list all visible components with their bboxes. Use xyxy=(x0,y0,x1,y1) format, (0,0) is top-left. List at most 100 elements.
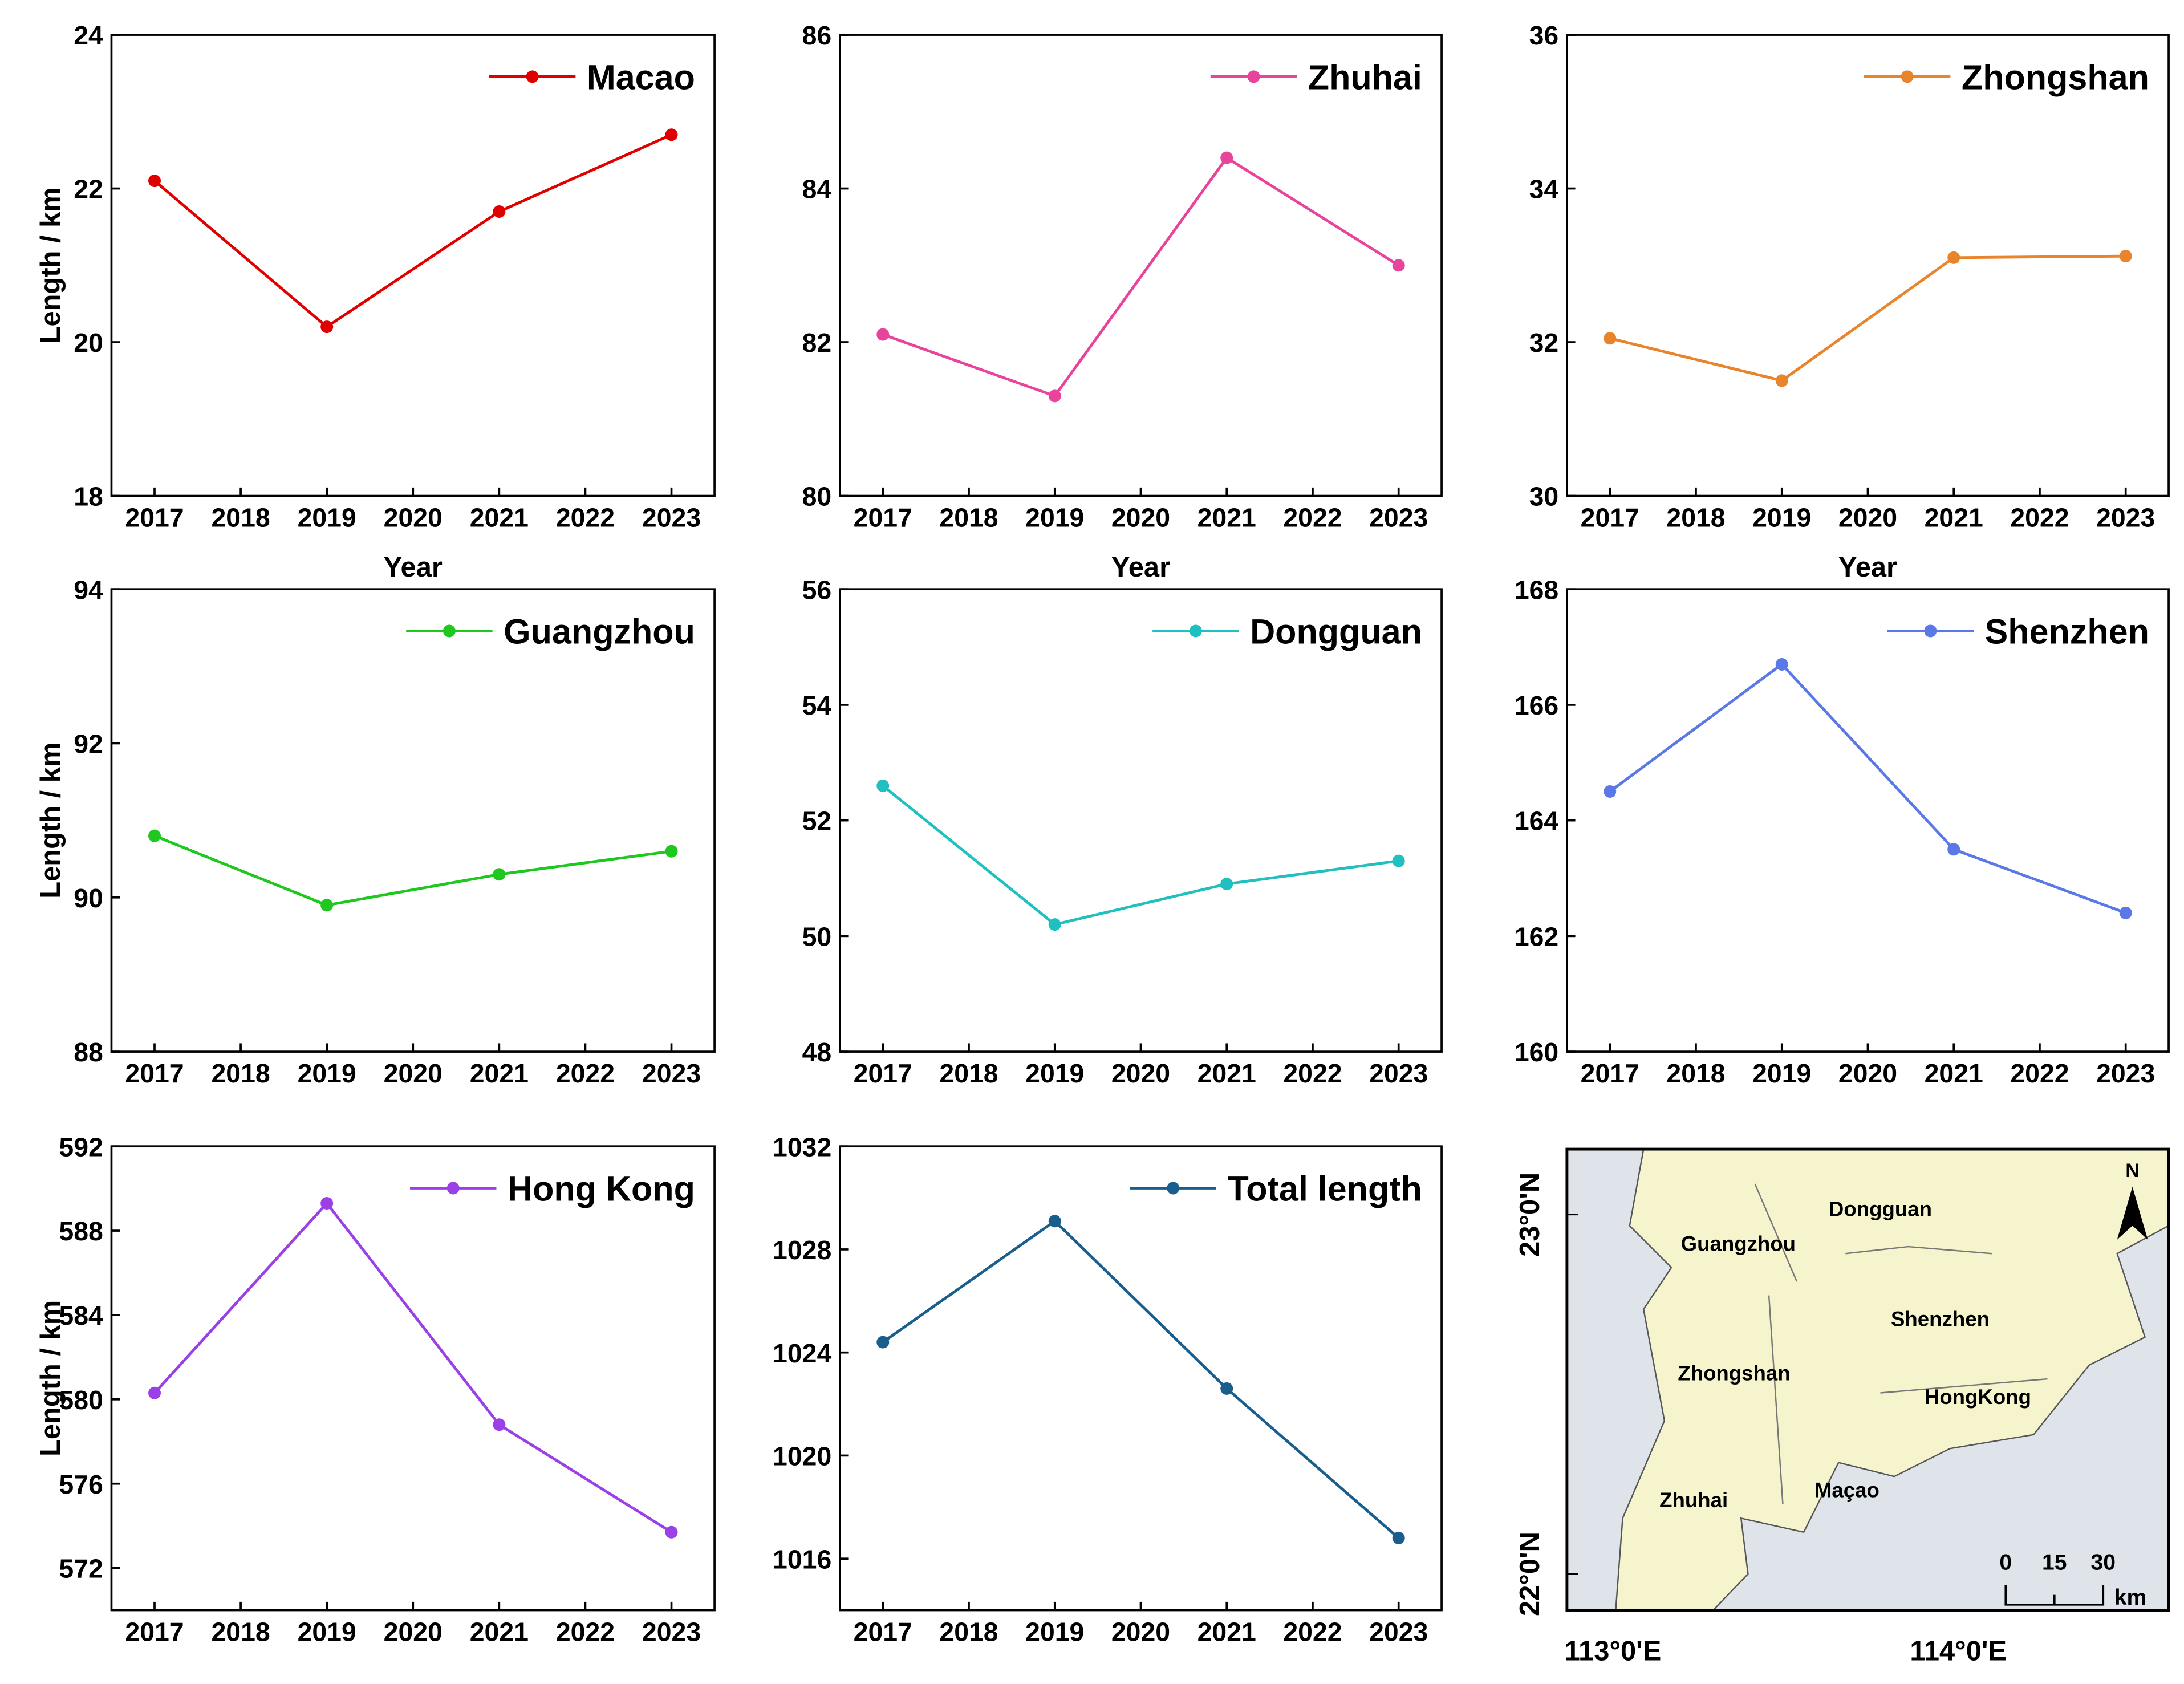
x-axis-label: Year xyxy=(1111,552,1170,583)
data-point xyxy=(665,1525,678,1539)
x-tick-label: 2017 xyxy=(1581,502,1639,532)
legend-marker xyxy=(526,70,539,83)
y-axis-label: Length / km xyxy=(35,742,66,899)
x-tick-label: 2021 xyxy=(1197,1617,1256,1646)
series-line xyxy=(1609,254,2126,383)
y-tick-label: 22 xyxy=(74,175,103,204)
legend-label: Zhongshan xyxy=(1962,58,2149,96)
map-city-label: HongKong xyxy=(1925,1385,2031,1409)
x-tick-label: 2023 xyxy=(1369,502,1428,532)
north-label: N xyxy=(2125,1160,2140,1182)
data-point xyxy=(665,128,678,141)
plot-frame xyxy=(839,1145,1443,1612)
data-point xyxy=(665,845,678,858)
data-point xyxy=(1604,332,1617,345)
map-frame xyxy=(1565,1147,2170,1612)
map-land xyxy=(1615,1148,2170,1611)
data-point xyxy=(1604,785,1617,798)
x-tick-label: 2020 xyxy=(384,502,443,532)
y-tick-label: 580 xyxy=(59,1385,103,1415)
legend-label: Zhuhai xyxy=(1308,58,1422,96)
x-tick-label: 2017 xyxy=(1581,1058,1639,1088)
lat-label: 22°0'N xyxy=(1515,1532,1545,1616)
legend-label: Guangzhou xyxy=(504,612,695,651)
map: Dongguan Guangzhou Shenzhen Zhongshan HongKo… xyxy=(1515,1147,2170,1666)
legend-marker xyxy=(1247,70,1260,83)
plot-frame xyxy=(1566,588,2170,1053)
lon-label: 114°0'E xyxy=(1910,1636,2007,1666)
y-tick-label: 576 xyxy=(59,1470,103,1499)
series-line xyxy=(882,156,1399,398)
x-tick-label: 2017 xyxy=(125,502,184,532)
data-point xyxy=(2119,906,2132,919)
series-line xyxy=(882,1219,1400,1539)
x-tick-label: 2017 xyxy=(125,1058,184,1088)
x-tick-label: 2023 xyxy=(642,1058,701,1088)
series-line xyxy=(153,133,672,329)
scale-label: 15 xyxy=(2042,1551,2067,1575)
x-tick-label: 2017 xyxy=(854,1058,912,1088)
x-tick-label: 2021 xyxy=(470,1617,529,1646)
y-tick-label: 24 xyxy=(74,21,103,50)
map-city-label: Dongguan xyxy=(1829,1197,1932,1220)
y-tick-label: 168 xyxy=(1515,575,1558,604)
y-tick-label: 160 xyxy=(1515,1037,1558,1067)
x-tick-label: 2019 xyxy=(298,1617,356,1646)
y-tick-label: 30 xyxy=(1529,482,1559,512)
y-tick-label: 86 xyxy=(802,21,832,50)
map-city-label: Guangzhou xyxy=(1681,1232,1796,1255)
scale-unit: km xyxy=(2114,1585,2146,1610)
x-tick-label: 2018 xyxy=(939,1617,998,1646)
y-tick-label: 588 xyxy=(59,1216,103,1246)
y-tick-label: 84 xyxy=(802,175,832,204)
legend-marker xyxy=(1167,1182,1180,1195)
scale-label: 30 xyxy=(2091,1551,2116,1575)
x-tick-label: 2023 xyxy=(2096,502,2155,532)
plot-frame xyxy=(839,588,1443,1053)
x-tick-label: 2022 xyxy=(556,502,615,532)
x-tick-label: 2020 xyxy=(384,1617,443,1646)
y-tick-label: 80 xyxy=(802,482,832,512)
x-tick-label: 2018 xyxy=(211,502,270,532)
x-tick-label: 2020 xyxy=(384,1058,443,1088)
x-tick-label: 2019 xyxy=(298,502,356,532)
y-tick-label: 584 xyxy=(59,1301,103,1330)
x-tick-label: 2020 xyxy=(1111,1058,1170,1088)
map-city-label: Maçao xyxy=(1814,1479,1879,1502)
x-tick-label: 2017 xyxy=(125,1617,184,1646)
x-tick-label: 2019 xyxy=(1025,502,1084,532)
y-tick-label: 1016 xyxy=(773,1544,831,1574)
data-point xyxy=(148,175,161,188)
y-axis-label: Length / km xyxy=(35,187,66,343)
x-tick-label: 2018 xyxy=(211,1058,270,1088)
x-tick-label: 2018 xyxy=(939,502,998,532)
data-point xyxy=(2119,250,2132,263)
series-line xyxy=(153,1201,672,1533)
y-tick-label: 162 xyxy=(1515,922,1558,951)
data-point xyxy=(493,205,506,218)
data-point xyxy=(1220,151,1233,164)
data-point xyxy=(876,779,890,792)
plot-frame xyxy=(110,588,716,1053)
series-line xyxy=(882,784,1399,926)
legend-marker xyxy=(1901,70,1914,83)
y-tick-label: 20 xyxy=(74,328,103,358)
y-tick-label: 164 xyxy=(1515,806,1559,836)
x-tick-label: 2022 xyxy=(1283,1058,1342,1088)
series-line xyxy=(154,834,672,907)
y-axis-label: Length / km xyxy=(35,1300,66,1456)
map-city-label: Shenzhen xyxy=(1891,1307,1990,1330)
legend-label: Shenzhen xyxy=(1985,612,2149,651)
data-point xyxy=(148,829,161,842)
scale-bar xyxy=(2004,1585,2105,1606)
legend-marker xyxy=(1924,624,1937,638)
y-tick-label: 48 xyxy=(802,1037,832,1067)
data-point xyxy=(320,320,334,334)
x-tick-label: 2020 xyxy=(1838,502,1897,532)
x-tick-label: 2023 xyxy=(2096,1058,2155,1088)
y-tick-label: 54 xyxy=(802,691,832,720)
y-tick-label: 1032 xyxy=(773,1132,831,1162)
x-tick-label: 2017 xyxy=(854,502,912,532)
data-point xyxy=(1220,878,1233,891)
x-tick-label: 2020 xyxy=(1838,1058,1897,1088)
